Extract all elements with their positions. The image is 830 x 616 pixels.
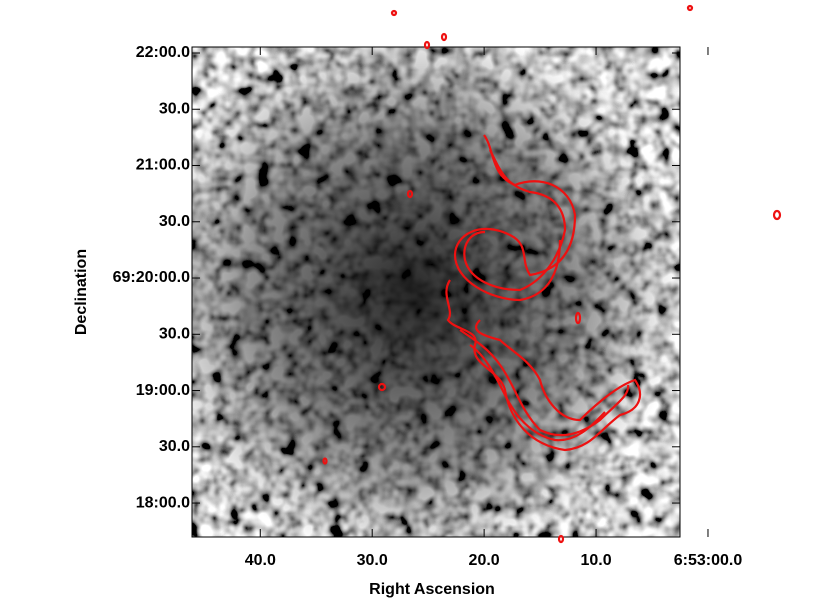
x-tick-label: 10.0 <box>580 552 611 569</box>
y-tick-label: 30.0 <box>159 100 190 117</box>
x-tick-label: 20.0 <box>469 552 500 569</box>
x-tick-label: 30.0 <box>357 552 388 569</box>
image <box>192 47 680 537</box>
y-tick-label: 30.0 <box>159 438 190 455</box>
y-tick-label: 22:00.0 <box>136 44 190 61</box>
x-tick-label: 40.0 <box>245 552 276 569</box>
y-tick-label: 30.0 <box>159 326 190 343</box>
y-axis-label: Declination <box>73 249 90 335</box>
contours <box>322 4 782 544</box>
y-tick-label: 69:20:00.0 <box>113 269 190 286</box>
y-tick-label: 18:00.0 <box>136 494 190 511</box>
y-tick-label: 30.0 <box>159 213 190 230</box>
x-tick-label: 6:53:00.0 <box>674 552 743 569</box>
x-axis-label: Right Ascension <box>369 581 495 598</box>
plot-frame <box>191 46 681 538</box>
y-tick-label: 19:00.0 <box>136 382 190 399</box>
y-tick-label: 21:00.0 <box>136 157 190 174</box>
